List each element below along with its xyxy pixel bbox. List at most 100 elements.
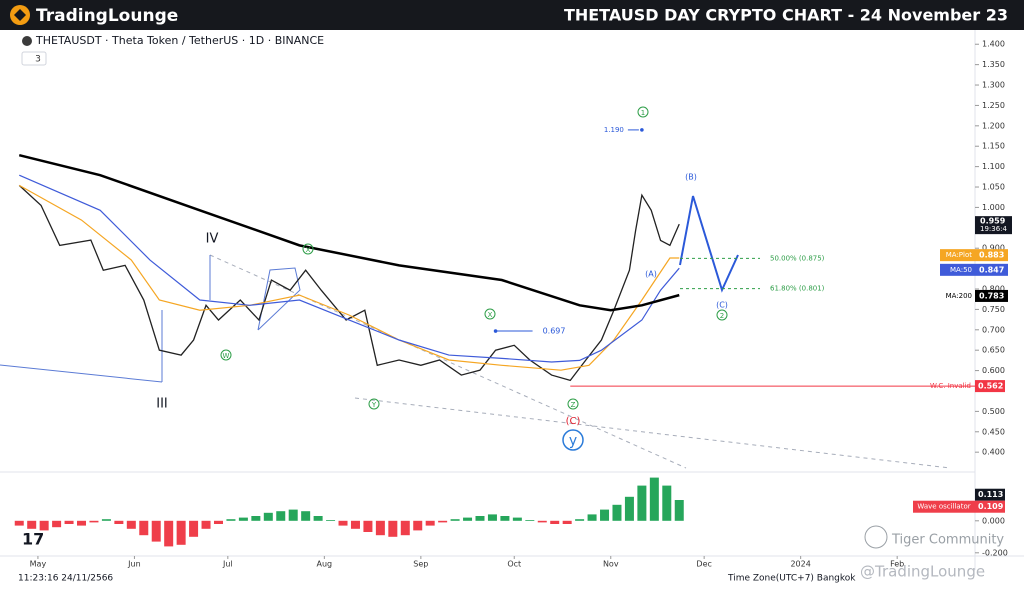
price-badge [975,216,1012,235]
x-tick-label: Aug [317,560,333,569]
y-tick-label: 0.900 [982,244,1005,253]
oscillator-bar [263,512,273,521]
logo-mark [14,9,26,21]
wave-circle [716,309,728,321]
y-tick-label: 0.500 [982,407,1005,416]
oscillator-bar [313,516,323,521]
oscillator-bar [400,520,410,536]
brand: TradingLounge [36,6,178,26]
oscillator-bar [363,520,373,532]
oscillator-bar [575,519,585,521]
oscillator-bar [251,516,261,521]
y2-tick-label: -0.200 [982,548,1008,557]
header-bar [0,0,1024,30]
oscillator-bar [238,517,248,521]
ma-value-badge [975,289,1008,302]
oscillator-bar [600,509,610,521]
oscillator-bar [27,520,37,529]
indicator-toggle[interactable] [21,51,47,66]
ma-name: MA:Plot [946,251,973,259]
x-tick-label: 2024 [790,560,810,569]
oscillator-bar [326,520,336,521]
oscillator-bar [512,517,522,521]
wave-circle [484,308,496,320]
oscillator-bar [288,509,298,521]
wave-circle [562,429,584,451]
oscillator-bar [338,520,348,526]
oscillator-bar [500,516,510,521]
invalidation-value: 0.562 [978,382,1003,391]
level-dot [493,329,498,333]
oscillator-bar [475,516,485,521]
oscillator-bar [213,520,223,524]
oscillator-bar [151,520,161,542]
wave-label: (C) [716,301,728,310]
osc-value: 0.109 [978,502,1004,511]
y-tick-label: 1.050 [982,183,1005,192]
wave-label: 1 [641,109,645,117]
oscillator-bar [413,520,423,531]
high-label: 1.190 [604,126,624,134]
x-tick-label: Oct [507,560,521,569]
wave-circle [637,106,649,118]
x-tick-label: Feb [890,560,904,569]
wave-label: X [488,311,493,319]
wave-label: (A) [645,270,657,279]
moving-average [19,174,680,363]
price-value: 0.959 [980,217,1006,226]
oscillator-bar [139,520,149,536]
y-tick-label: 0.650 [982,346,1005,355]
wave-label: (C) [566,416,581,427]
wave-label: W [223,352,230,360]
oscillator-bar [487,514,497,521]
wave-label: 2 [720,312,724,320]
oscillator-bar [550,520,560,524]
x-tick-label: Sep [413,560,428,569]
oscillator-bar [301,511,311,521]
ma-name: MA:50 [950,266,972,274]
oscillator-bar [388,520,398,537]
oscillator-bar [637,485,647,521]
wave-label: y [569,433,577,449]
oscillator-bar [176,520,186,545]
ma-value-badge [975,249,1008,262]
y-tick-label: 0.450 [982,427,1005,436]
oscillator-bar [101,519,111,521]
y-tick-label: 1.250 [982,101,1005,110]
y-tick-label: 0.400 [982,448,1005,457]
trendline [354,397,951,469]
y-tick-label: 0.700 [982,325,1005,334]
wave-circle [368,398,380,410]
osc-name-badge [913,500,975,513]
symbol-icon [22,36,32,46]
ma-name-badge [940,289,975,302]
oscillator-bar [14,520,24,526]
oscillator-bar [114,520,124,524]
y-tick-label: 1.150 [982,142,1005,151]
oscillator-bar [450,519,460,521]
signal-value: 0.113 [978,490,1003,499]
oscillator-bar [587,514,597,521]
moving-average [18,184,680,371]
ma-value: 0.783 [979,291,1004,300]
oscillator-bar [350,520,360,529]
wave-triangle [257,267,301,331]
oscillator-bar [525,520,535,521]
invalidation-badge [975,380,1005,393]
x-tick-label: Dec [696,560,711,569]
countdown: 19:36:4 [980,225,1008,233]
oscillator-bar [438,520,448,523]
ma-value-badge [975,263,1008,276]
y-tick-label: 1.350 [982,60,1005,69]
oscillator-bar [463,517,473,521]
symbol-line: THETAUSDT · Theta Token / TetherUS · 1D … [35,34,324,47]
ma-name-badge [940,249,975,262]
x-tick-label: Jun [127,560,141,569]
moving-average [18,153,680,312]
oscillator-bar [612,504,622,521]
oscillator-bar [126,520,136,529]
fib-label: 61.80% (0.801) [770,285,825,293]
oscillator-bar [52,520,62,528]
